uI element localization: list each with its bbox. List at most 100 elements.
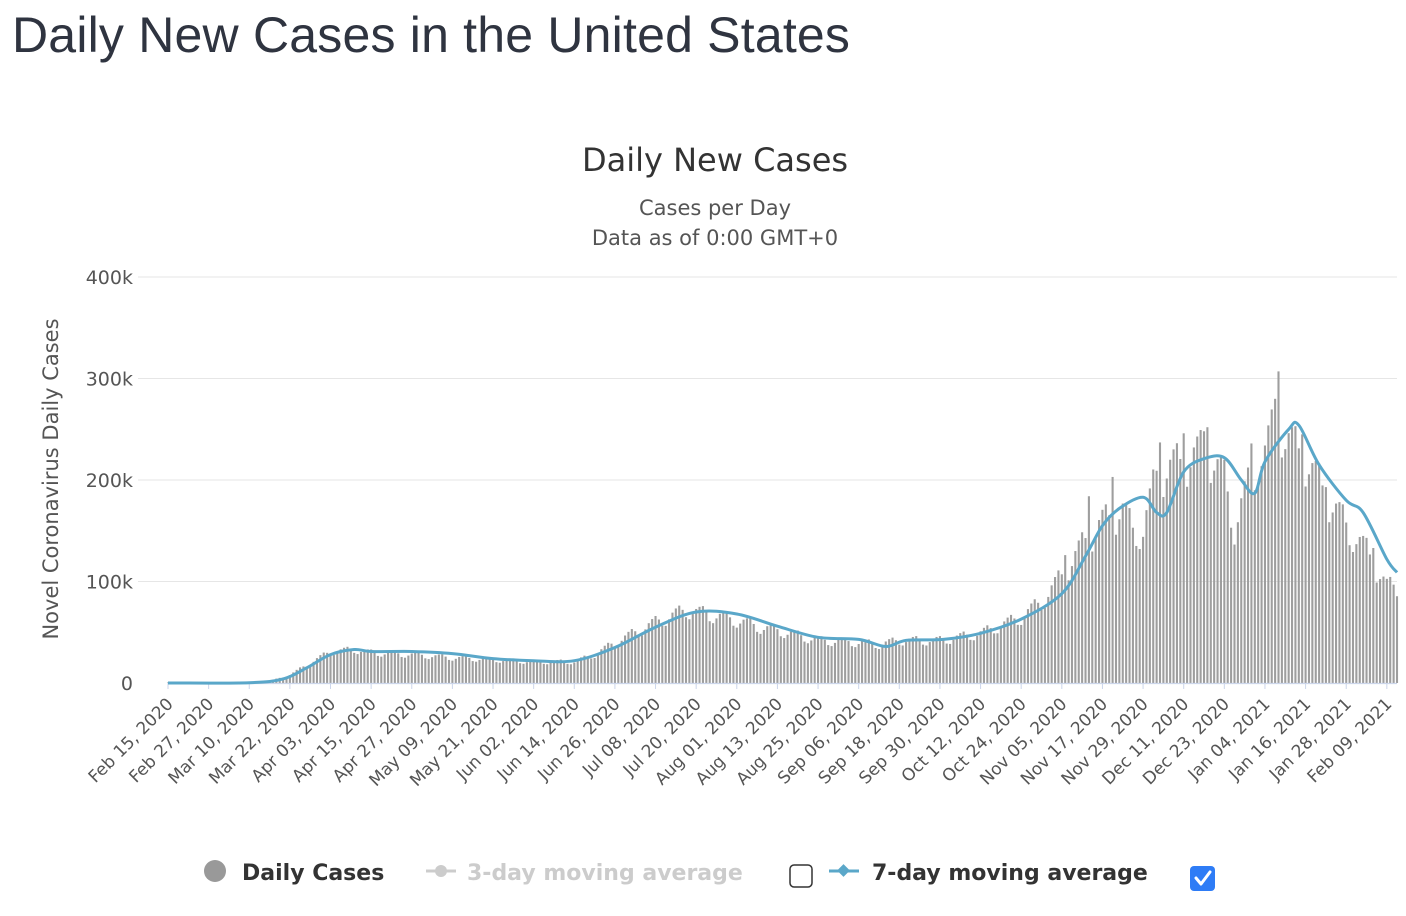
daily-case-bar [881,645,884,683]
daily-case-bar [1233,544,1236,683]
daily-case-bar [387,652,390,683]
daily-case-bar [1030,603,1033,683]
daily-case-bar [339,649,342,683]
daily-case-bar [1125,503,1128,683]
daily-case-bar [319,655,322,683]
daily-case-bar [569,664,572,683]
daily-case-bar [627,631,630,683]
daily-case-bar [400,656,403,683]
daily-case-bar [1091,551,1094,683]
daily-case-bar [1009,614,1013,683]
daily-case-bar [1379,579,1382,683]
daily-case-bar [1243,481,1246,683]
legend-item-daily-cases[interactable]: Daily Cases [204,860,384,886]
daily-case-bar [772,624,776,683]
daily-case-bar [921,644,925,683]
daily-case-bar [959,633,962,683]
legend-diamond-icon [837,864,850,877]
daily-case-bar [932,638,935,683]
daily-case-bar [691,614,694,683]
daily-case-bar [309,665,312,683]
daily-case-bar [945,643,948,683]
daily-case-bar [596,653,600,683]
daily-case-bar [955,635,958,683]
daily-case-bar [1145,510,1148,683]
daily-case-bar [403,657,407,683]
daily-case-bar [1104,504,1107,683]
daily-case-bar [508,658,512,683]
daily-case-bar [681,609,684,683]
daily-case-bar [715,618,718,683]
daily-case-bar [607,642,610,683]
daily-case-bar [1304,486,1307,683]
legend-item-3-day-average[interactable]: 3-day moving average [426,861,743,886]
daily-case-bar [976,635,979,683]
chart-subtitle-data-date: Data as of 0:00 GMT+0 [592,226,838,250]
daily-case-bar [972,640,975,683]
daily-case-bar [519,663,522,683]
daily-case-bar [1175,443,1178,683]
daily-case-bar [969,639,972,683]
daily-case-bar [1355,544,1358,683]
daily-case-bar [380,656,383,683]
daily-case-bar [688,619,691,683]
daily-case-bar [1297,448,1300,683]
daily-case-bar [979,631,982,683]
checkbox-box[interactable] [789,864,813,888]
daily-case-bar [332,655,335,683]
daily-case-bar [1053,577,1057,683]
daily-case-bar [624,635,627,683]
daily-case-bar [1314,461,1317,683]
daily-case-bar [833,642,837,683]
daily-case-bar [1209,482,1212,683]
daily-cases-bars [166,371,1399,683]
y-tick-label: 400k [86,267,133,289]
daily-case-bar [343,647,346,683]
daily-case-bar [1389,576,1392,683]
daily-case-bar [610,643,613,683]
daily-case-bar [999,627,1002,683]
y-tick-label: 200k [86,470,133,492]
daily-case-bar [1098,520,1101,683]
daily-case-bar [390,651,393,683]
daily-case-bar [806,643,809,683]
daily-case-bar [800,635,803,683]
daily-case-bar [447,659,451,683]
daily-case-bar [867,639,870,683]
daily-case-bar [495,662,498,683]
legend-item-7-day-average[interactable]: 7-day moving average [829,861,1148,886]
daily-case-bar [322,652,325,683]
daily-case-bar [1345,522,1348,683]
daily-case-bar [796,630,799,683]
daily-case-bar [1240,498,1243,683]
checkbox-3-day-average[interactable] [789,864,813,888]
daily-case-bar [346,646,349,683]
daily-case-bar [353,652,356,683]
daily-case-bar [712,623,715,683]
daily-case-bar [640,635,644,683]
daily-case-bar [1395,596,1399,683]
daily-case-bar [1013,618,1016,683]
daily-case-bar [305,666,308,683]
daily-case-bar [1362,535,1365,683]
daily-case-bar [566,663,569,683]
daily-case-bar [590,658,593,683]
daily-case-bar [505,659,508,683]
daily-case-bar [871,642,874,683]
daily-case-bar [850,646,853,683]
daily-case-bar [844,637,847,683]
daily-case-bar [779,636,782,683]
daily-case-bar [745,618,748,683]
daily-case-bar [1108,515,1111,683]
daily-case-bar [525,662,528,683]
daily-case-bar [1351,551,1355,683]
y-axis-label: Novel Coronavirus Daily Cases [39,318,63,639]
daily-case-bar [630,629,633,683]
daily-case-bar [1307,474,1311,683]
daily-case-bar [756,631,759,683]
daily-case-bar [407,655,410,683]
checkbox-box-checked[interactable] [1190,866,1215,891]
daily-case-bar [461,656,464,683]
checkbox-7-day-average[interactable] [1190,866,1215,891]
daily-case-bar [336,652,339,683]
